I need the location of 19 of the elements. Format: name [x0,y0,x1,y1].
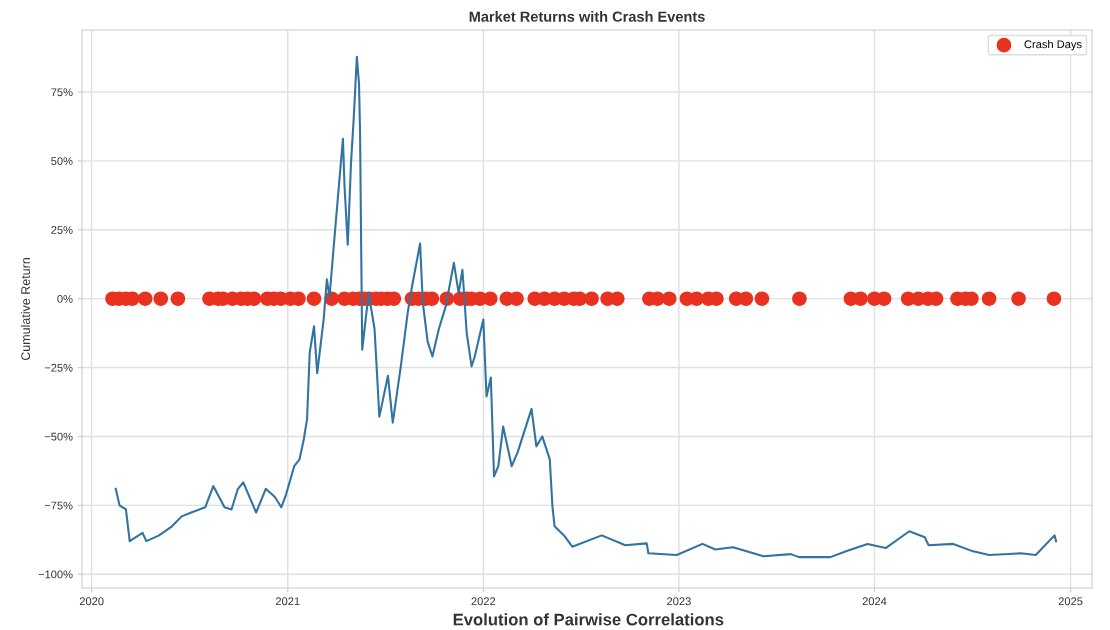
x-tick-label: 2024 [862,597,887,606]
y-axis-title: Cumulative Return [20,258,31,361]
y-tick-label: −50% [44,432,73,441]
x-tick-label: 2020 [79,597,104,606]
text: Evolution of Pairwise Correlations [453,613,724,626]
y-tick-label: 0% [57,294,73,303]
y-tick-label: 50% [51,157,73,166]
chart-title: Market Returns with Crash Events [469,11,705,22]
y-tick-label: −25% [44,363,73,372]
x-tick-label: 2023 [667,597,691,606]
x-tick-label: 2025 [1058,597,1083,606]
y-tick-label: −100% [38,570,73,579]
legend-label: Crash Days [1024,40,1082,51]
line-series [114,55,1058,559]
x-tick-label: 2021 [275,597,300,606]
y-tick-label: −75% [44,501,73,510]
y-tick-label: 25% [51,226,73,234]
x-tick-label: 2022 [471,597,496,606]
y-tick-label: 75% [51,88,73,97]
